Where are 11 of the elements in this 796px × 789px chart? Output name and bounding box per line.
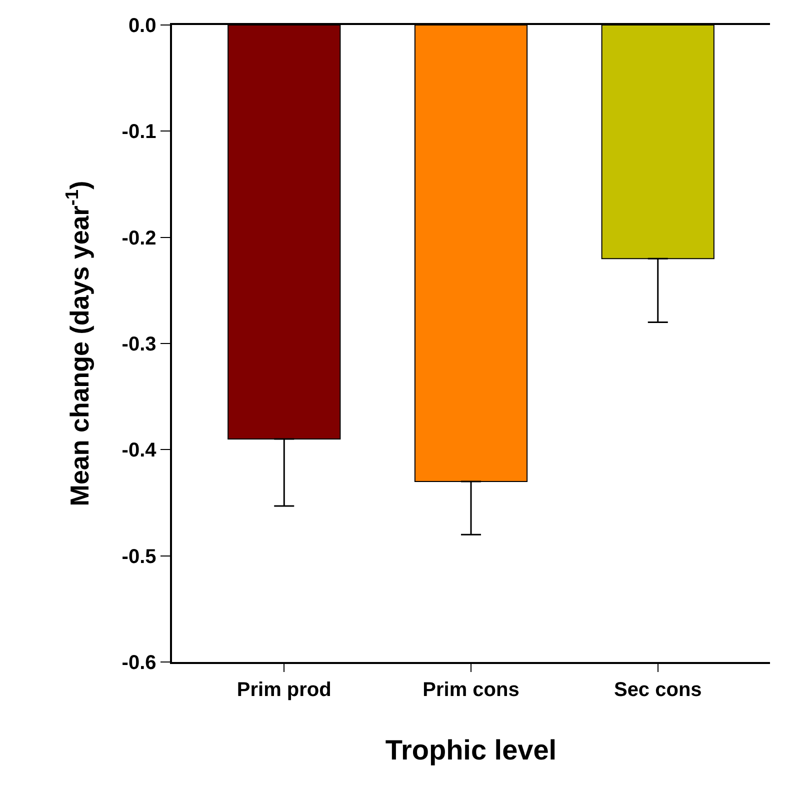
x-tick-label: Sec cons [614, 678, 702, 701]
y-tick-label: -0.3 [122, 334, 156, 356]
x-tick-label: Prim prod [236, 678, 332, 701]
y-tick-label: -0.1 [122, 121, 156, 144]
y-tick-label: -0.5 [122, 546, 156, 568]
y-tick-label: -0.4 [122, 440, 158, 462]
x-axis-title: Trophic level [385, 734, 557, 766]
y-tick-label: 0.0 [128, 15, 156, 37]
y-tick-label: -0.2 [122, 227, 156, 250]
x-tick-label: Prim cons [422, 678, 520, 701]
y-tick-label: -0.6 [122, 652, 156, 674]
